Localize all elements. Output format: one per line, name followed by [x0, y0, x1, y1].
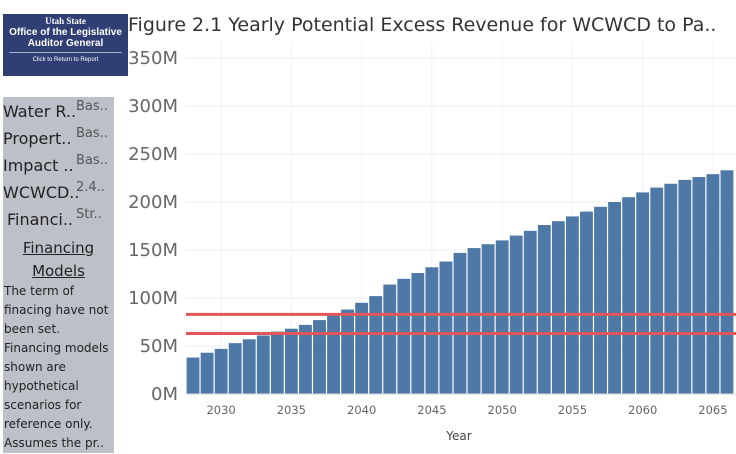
- parameter-panel: Water R.. Bas.. Propert.. Bas.. Impact .…: [3, 97, 114, 453]
- param-label: WCWCD..: [3, 183, 80, 202]
- bar[interactable]: [692, 177, 706, 394]
- param-label: Propert..: [3, 129, 72, 148]
- bar[interactable]: [397, 278, 411, 394]
- y-tick-label: 250M: [128, 144, 178, 165]
- bar[interactable]: [256, 335, 270, 394]
- bar[interactable]: [242, 339, 256, 394]
- logo-line-office: Office of the Legislative: [9, 27, 122, 38]
- financing-models-description: The term of finacing have not been set. …: [4, 284, 109, 450]
- x-tick-label: 2065: [698, 403, 727, 417]
- bar[interactable]: [580, 211, 593, 394]
- y-tick-label: 300M: [128, 96, 178, 117]
- bar[interactable]: [678, 179, 692, 394]
- logo-divider: [9, 52, 122, 53]
- bar[interactable]: [453, 252, 467, 394]
- bar[interactable]: [228, 343, 242, 394]
- bar[interactable]: [594, 206, 607, 394]
- logo-line-auditor: Auditor General: [27, 38, 104, 49]
- bar[interactable]: [341, 309, 355, 394]
- param-label: Water R..: [3, 102, 77, 121]
- financing-models-link[interactable]: Financing Models: [3, 237, 114, 283]
- param-value[interactable]: 2.4..: [76, 180, 105, 195]
- y-tick-label: 200M: [128, 192, 178, 213]
- y-axis-ticks: 0M 50M 100M 150M 200M 250M 300M 350M: [128, 48, 178, 405]
- bar[interactable]: [706, 174, 720, 394]
- bar[interactable]: [284, 328, 298, 394]
- bar[interactable]: [481, 244, 495, 394]
- bar[interactable]: [622, 197, 636, 394]
- bar[interactable]: [214, 348, 228, 394]
- y-tick-label: 350M: [128, 48, 178, 69]
- logo-line-state: Utah State: [45, 16, 86, 26]
- x-tick-label: 2045: [417, 403, 446, 417]
- bar[interactable]: [523, 230, 537, 394]
- bar[interactable]: [425, 267, 439, 394]
- bar[interactable]: [537, 225, 551, 394]
- bar[interactable]: [565, 216, 579, 394]
- x-tick-label: 2055: [558, 403, 587, 417]
- bar[interactable]: [467, 248, 481, 394]
- param-value[interactable]: Bas..: [76, 153, 108, 168]
- bar[interactable]: [313, 320, 326, 394]
- bar[interactable]: [650, 187, 664, 394]
- y-tick-label: 50M: [140, 336, 178, 357]
- y-tick-label: 0M: [151, 384, 178, 405]
- financing-models-title-1: Financing: [22, 239, 95, 257]
- param-property-tax[interactable]: Propert.. Bas..: [3, 124, 114, 151]
- param-value[interactable]: Str..: [76, 207, 102, 222]
- chart-title: Figure 2.1 Yearly Potential Excess Reven…: [128, 14, 717, 36]
- x-tick-label: 2060: [628, 403, 657, 417]
- logo-return-link: Click to Return to Report: [32, 57, 99, 63]
- x-tick-label: 2035: [277, 403, 306, 417]
- param-value[interactable]: Bas..: [76, 99, 108, 114]
- financing-models-title-2: Models: [32, 262, 85, 280]
- bar[interactable]: [439, 261, 453, 394]
- x-tick-label: 2040: [347, 403, 376, 417]
- y-tick-label: 150M: [128, 240, 178, 261]
- param-impact-fees[interactable]: Impact .. Bas..: [3, 151, 114, 178]
- bar[interactable]: [270, 331, 284, 394]
- x-axis-title: Year: [445, 429, 471, 443]
- bars: [186, 170, 734, 394]
- bar[interactable]: [664, 183, 678, 394]
- param-label: Financi..: [7, 210, 73, 229]
- bar[interactable]: [495, 240, 509, 394]
- bar[interactable]: [299, 324, 312, 394]
- x-axis-ticks: 2030 2035 2040 2045 2050 2055 2060 2065: [206, 403, 727, 417]
- return-to-report-logo[interactable]: Utah State Office of the Legislative Aud…: [3, 14, 128, 76]
- x-tick-label: 2050: [488, 403, 517, 417]
- bar[interactable]: [383, 284, 397, 394]
- bar[interactable]: [369, 296, 383, 394]
- param-value[interactable]: Bas..: [76, 126, 108, 141]
- param-wcwcd[interactable]: WCWCD.. 2.4..: [3, 178, 114, 205]
- bar[interactable]: [200, 352, 214, 394]
- bar[interactable]: [355, 302, 369, 394]
- bar[interactable]: [636, 192, 650, 394]
- bar[interactable]: [720, 170, 734, 394]
- bar[interactable]: [551, 221, 565, 394]
- param-water-rates[interactable]: Water R.. Bas..: [3, 97, 114, 124]
- param-label: Impact ..: [3, 156, 74, 175]
- x-tick-label: 2030: [206, 403, 235, 417]
- param-financing[interactable]: Financi.. Str..: [3, 205, 114, 232]
- bar[interactable]: [327, 314, 340, 394]
- bar[interactable]: [608, 202, 621, 394]
- bar[interactable]: [186, 357, 200, 394]
- reference-lines: [186, 312, 736, 336]
- y-tick-label: 100M: [128, 288, 178, 309]
